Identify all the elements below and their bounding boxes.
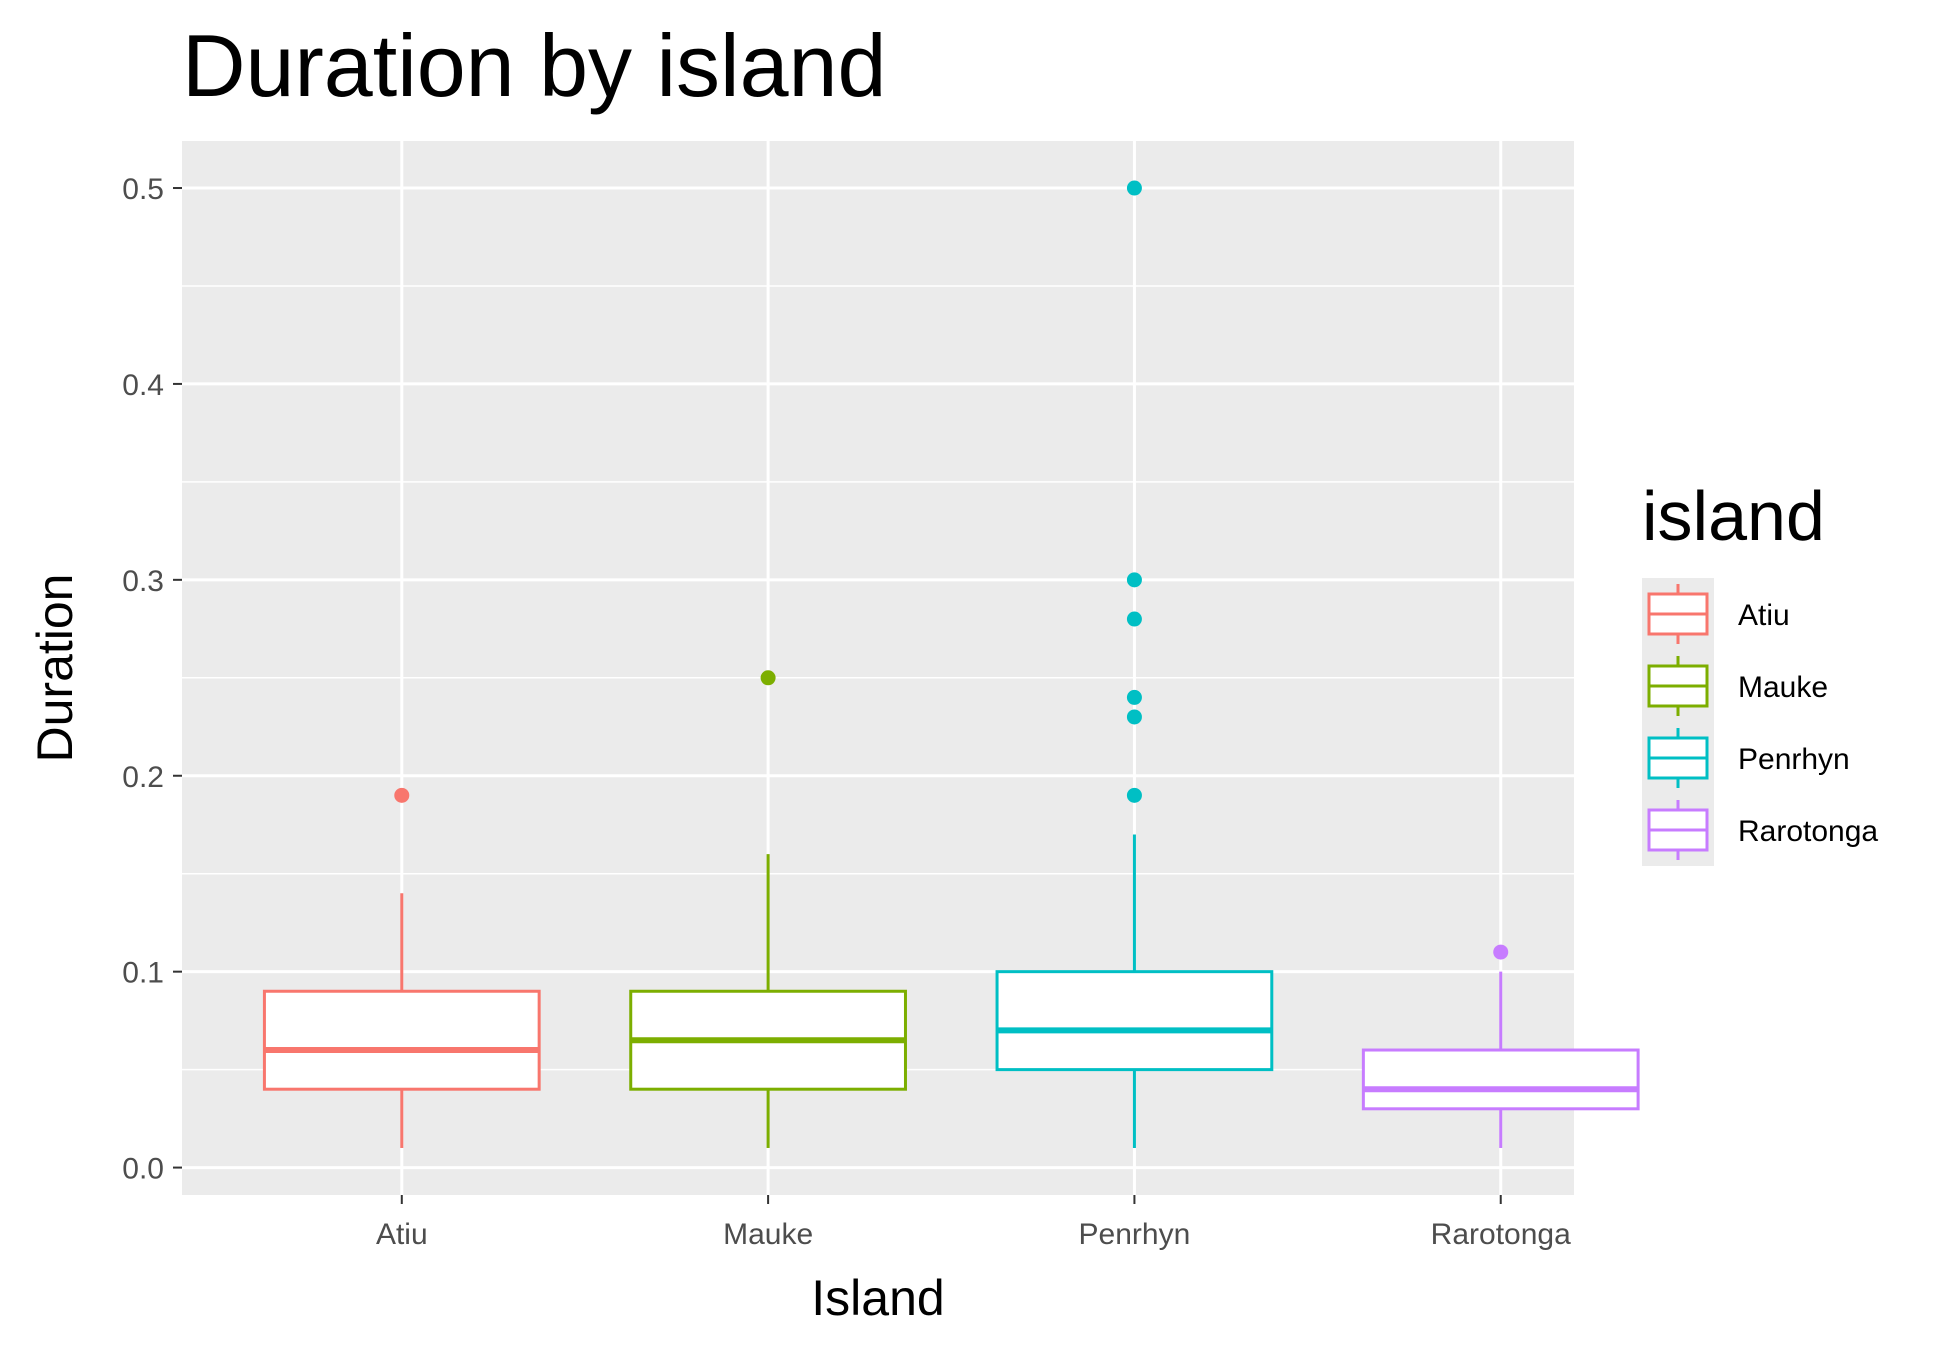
y-axis: 0.0 0.1 0.2 0.3 0.4 0.5	[122, 173, 182, 1186]
outlier-point	[1126, 787, 1142, 803]
chart-title: Duration by island	[182, 16, 886, 115]
y-tick-label: 0.0	[122, 1153, 164, 1186]
y-tick-label: 0.3	[122, 565, 164, 598]
legend-item-penrhyn: Penrhyn	[1647, 728, 1850, 788]
legend-item-atiu: Atiu	[1647, 584, 1790, 644]
outlier-point	[1126, 180, 1142, 196]
x-tick-label: Atiu	[376, 1218, 428, 1251]
boxplot-mauke	[629, 670, 907, 1148]
boxplot-atiu	[262, 787, 541, 1148]
outlier-point	[1126, 709, 1142, 725]
outlier-point	[1126, 689, 1142, 705]
legend-title: island	[1642, 477, 1825, 555]
legend-item-mauke: Mauke	[1647, 656, 1828, 716]
legend: Atiu Mauke Penrhyn Rarotonga	[1642, 578, 1878, 866]
legend-label: Penrhyn	[1738, 743, 1850, 776]
outlier-point	[760, 670, 776, 686]
x-tick-label: Penrhyn	[1079, 1218, 1191, 1251]
boxplots	[262, 180, 1640, 1148]
outlier-point	[394, 787, 410, 803]
boxplot-penrhyn	[995, 180, 1274, 1148]
box	[1361, 1048, 1640, 1111]
legend-label: Atiu	[1738, 599, 1790, 632]
x-tick-label: Rarotonga	[1431, 1218, 1571, 1251]
legend-label: Rarotonga	[1738, 815, 1878, 848]
x-tick-label: Mauke	[723, 1218, 813, 1251]
box	[262, 989, 541, 1091]
outlier-point	[1126, 611, 1142, 627]
outlier-point	[1493, 944, 1509, 960]
major-gridlines	[182, 141, 1574, 1195]
legend-label: Mauke	[1738, 671, 1828, 704]
outlier-point	[1126, 572, 1142, 588]
x-axis: Atiu Mauke Penrhyn Rarotonga	[376, 1195, 1571, 1251]
x-axis-title: Island	[811, 1270, 944, 1326]
y-axis-title: Duration	[27, 574, 83, 763]
y-tick-label: 0.2	[122, 761, 164, 794]
boxplot-rarotonga	[1361, 944, 1640, 1148]
y-tick-label: 0.1	[122, 957, 164, 990]
box	[995, 970, 1274, 1072]
y-tick-label: 0.4	[122, 369, 164, 402]
legend-item-rarotonga: Rarotonga	[1647, 800, 1878, 860]
y-tick-label: 0.5	[122, 173, 164, 206]
